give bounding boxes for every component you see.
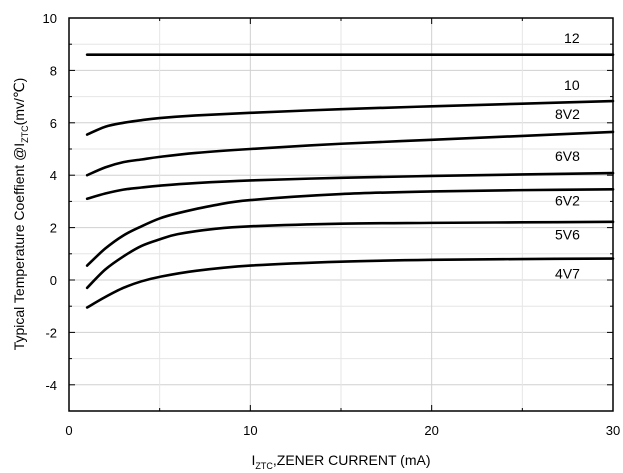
x-axis-title: IZTC,ZENER CURRENT (mA) bbox=[251, 452, 430, 471]
series-line-10 bbox=[85, 99, 615, 136]
series-label-10: 10 bbox=[564, 77, 580, 93]
y-tick-label: -4 bbox=[45, 378, 57, 393]
series-labels: 12 10 8V2 6V8 6V2 5V6 4V7 bbox=[555, 30, 580, 282]
x-tick-label: 10 bbox=[243, 423, 257, 438]
y-tick-label: 10 bbox=[43, 11, 57, 26]
grid bbox=[69, 18, 613, 411]
y-tick-label: 0 bbox=[50, 273, 57, 288]
y-axis-title: Typical Temperature Coeffient @IZTC(mv/℃… bbox=[11, 78, 30, 351]
y-axis-title-main: Typical Temperature Coeffient @I bbox=[11, 143, 27, 350]
series-label-6v2: 6V2 bbox=[555, 192, 580, 208]
x-axis-title-rest: ,ZENER CURRENT (mA) bbox=[273, 452, 431, 468]
x-tick-label: 30 bbox=[606, 423, 620, 438]
x-tick-label: 20 bbox=[424, 423, 438, 438]
y-tick-label: -2 bbox=[45, 325, 57, 340]
x-tick-label: 0 bbox=[65, 423, 72, 438]
y-tick-label: 6 bbox=[50, 116, 57, 131]
series-line-4v7 bbox=[85, 257, 615, 309]
series-label-12: 12 bbox=[564, 30, 580, 46]
x-axis-title-main: I bbox=[251, 452, 255, 468]
series-label-6v8: 6V8 bbox=[555, 148, 580, 164]
axis-ticks: 0 10 20 30 -4 -2 0 2 4 6 8 10 bbox=[43, 11, 621, 438]
y-tick-label: 4 bbox=[50, 168, 57, 183]
series-line-5v6 bbox=[85, 220, 615, 290]
series-label-8v2: 8V2 bbox=[555, 106, 580, 122]
series-label-4v7: 4V7 bbox=[555, 266, 580, 282]
y-tick-label: 2 bbox=[50, 221, 57, 236]
y-tick-label: 8 bbox=[50, 63, 57, 78]
x-axis-title-sub: ZTC bbox=[255, 461, 273, 471]
y-axis-title-rest: (mv/℃) bbox=[11, 78, 27, 126]
series-label-5v6: 5V6 bbox=[555, 226, 580, 242]
series-line-8v2 bbox=[85, 130, 615, 177]
series-line-6v2 bbox=[85, 188, 615, 267]
series-lines bbox=[85, 53, 615, 309]
series-line-6v8 bbox=[85, 171, 615, 201]
y-axis-title-sub: ZTC bbox=[20, 125, 30, 143]
